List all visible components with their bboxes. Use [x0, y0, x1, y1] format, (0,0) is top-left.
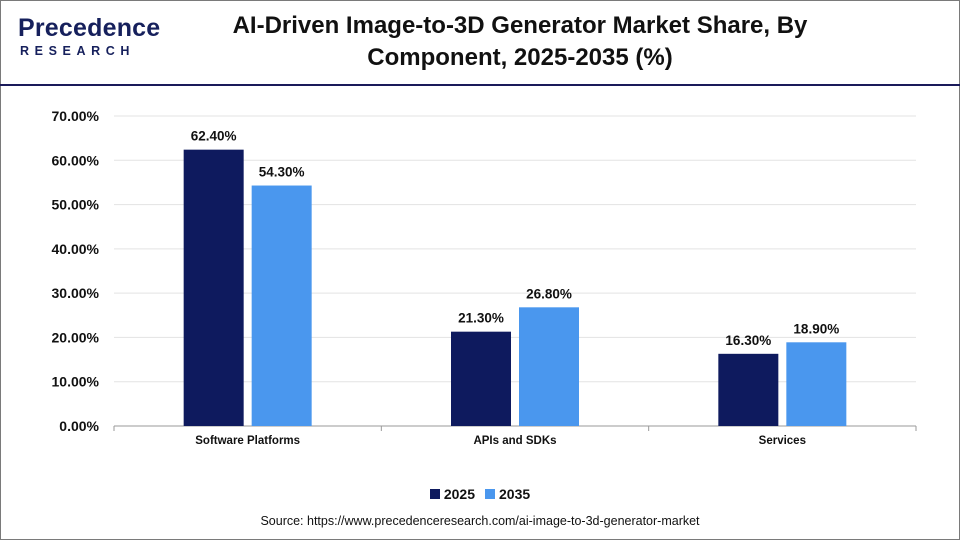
data-label-2025-1: 21.30%	[458, 311, 504, 326]
bar-2025-0	[183, 149, 244, 426]
x-tick-label: APIs and SDKs	[473, 435, 556, 447]
y-tick-label: 20.00%	[52, 329, 100, 345]
y-tick-label: 60.00%	[52, 152, 100, 168]
chart-title: AI-Driven Image-to-3D Generator Market S…	[210, 10, 830, 74]
legend-item-2035: 2035	[485, 486, 530, 502]
y-tick-label: 30.00%	[52, 285, 100, 301]
y-tick-label: 40.00%	[52, 241, 100, 257]
legend-label-2035: 2035	[499, 486, 531, 502]
legend-swatch-2035	[485, 489, 495, 499]
data-label-2025-2: 16.30%	[725, 333, 771, 348]
bar-2035-2	[786, 342, 847, 426]
logo-subtitle: RESEARCH	[20, 44, 135, 58]
header-divider	[0, 84, 960, 86]
data-label-2035-2: 18.90%	[793, 321, 839, 336]
legend-item-2025: 2025	[429, 486, 475, 502]
x-tick-label: Software Platforms	[195, 435, 300, 447]
x-tick-label: Services	[759, 435, 806, 447]
bar-2035-0	[251, 185, 312, 426]
y-tick-label: 10.00%	[52, 374, 100, 390]
source-note: Source: https://www.precedenceresearch.c…	[260, 514, 700, 528]
bar-2035-1	[519, 307, 579, 426]
data-label-2035-1: 26.80%	[526, 286, 572, 301]
data-label-2025-0: 62.40%	[191, 129, 237, 144]
data-label-2035-0: 54.30%	[259, 165, 305, 180]
bar-chart: 0.00% 10.00% 20.00% 30.00% 40.00% 50.00% 60.00…	[52, 108, 917, 447]
y-tick-label: 0.00%	[59, 418, 99, 434]
y-tick-label: 70.00%	[52, 108, 100, 124]
chart-title-line-2: Component, 2025-2035 (%)	[367, 44, 673, 71]
chart-title-line-1: AI-Driven Image-to-3D Generator Market S…	[232, 12, 808, 39]
legend-swatch-2025	[429, 489, 440, 499]
header: Precedence RESEARCH AI-Driven Image-to-3…	[0, 0, 960, 84]
logo: Precedence RESEARCH	[18, 14, 168, 64]
legend-label-2025: 2025	[443, 486, 475, 502]
bar-2025-2	[718, 353, 779, 426]
logo-wordmark: Precedence	[18, 14, 161, 42]
bar-2025-1	[451, 331, 511, 426]
legend: 2025 2035	[0, 486, 960, 502]
y-tick-label: 50.00%	[52, 197, 100, 213]
